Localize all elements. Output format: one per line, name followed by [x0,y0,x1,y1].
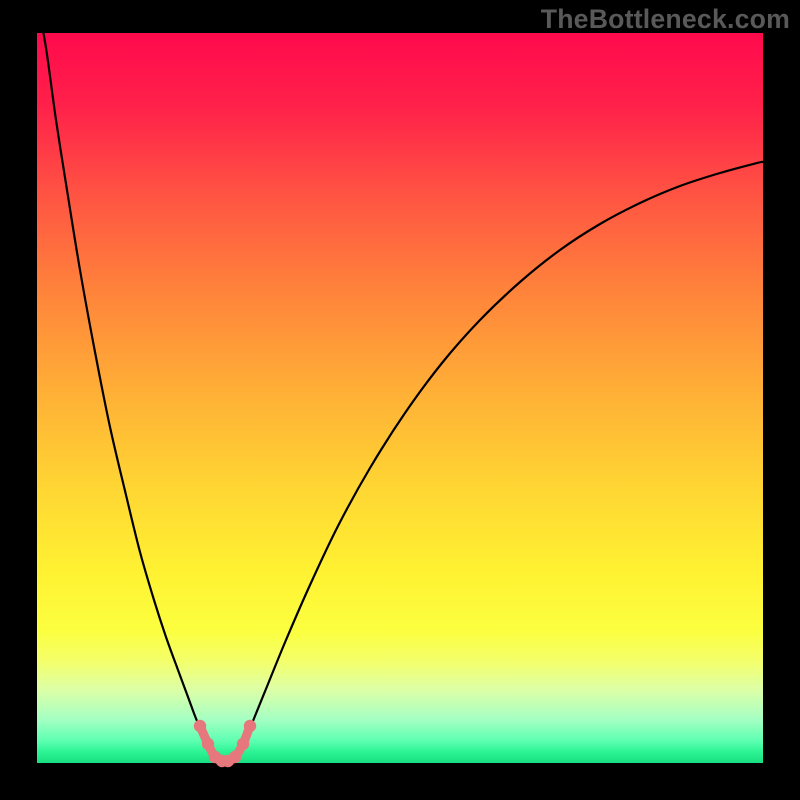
chart-svg [0,0,800,800]
chart-canvas: TheBottleneck.com [0,0,800,800]
watermark-text: TheBottleneck.com [541,4,790,35]
plot-background [37,33,763,763]
